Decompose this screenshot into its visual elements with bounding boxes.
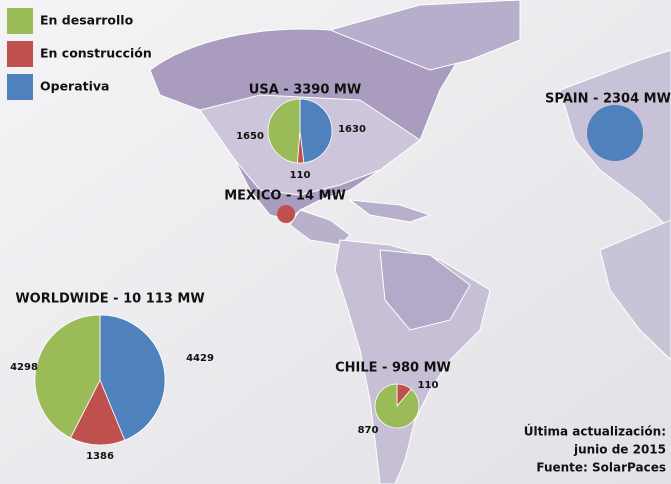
pie-title: MEXICO - 14 MW (224, 189, 346, 204)
pie-value-label: 1630 (338, 124, 366, 135)
source-note: junio de 2015 (573, 443, 666, 457)
source-note: Última actualización: (524, 424, 666, 439)
pie-slice (299, 98, 333, 164)
pie-title: CHILE - 980 MW (335, 361, 451, 376)
legend-swatch (7, 74, 33, 100)
pie-value-label: 110 (290, 170, 311, 181)
legend-label: En desarrollo (40, 13, 134, 28)
pie-slice (374, 383, 420, 429)
pie-slice (277, 205, 295, 223)
pie-value-label: 870 (358, 425, 379, 436)
legend-label: En construcción (40, 46, 152, 61)
pie-slice (587, 105, 643, 161)
legend-swatch (7, 8, 33, 34)
pie-slice (267, 98, 301, 164)
pie-slice (99, 314, 166, 441)
legend-swatch (7, 41, 33, 67)
pie-title: WORLDWIDE - 10 113 MW (15, 292, 204, 307)
pie-title: SPAIN - 2304 MW (545, 92, 671, 107)
pie-value-label: 110 (418, 380, 439, 391)
pie-slice (34, 314, 101, 439)
pie-value-label: 4429 (186, 353, 214, 364)
legend-label: Operativa (40, 79, 110, 94)
source-note: Fuente: SolarPaces (536, 461, 666, 475)
pie-title: USA - 3390 MW (249, 83, 361, 98)
pie-value-label: 1650 (236, 131, 264, 142)
pie-value-label: 1386 (86, 451, 114, 462)
pie-value-label: 4298 (10, 362, 38, 373)
pie-slice (69, 379, 126, 446)
